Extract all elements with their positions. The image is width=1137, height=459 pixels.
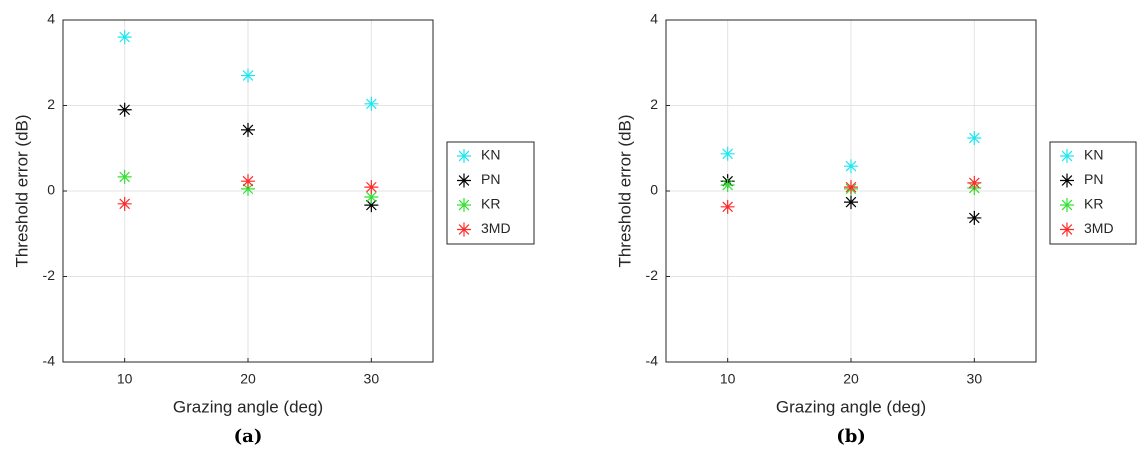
y-tick-label: 4 bbox=[650, 11, 658, 27]
marker bbox=[967, 130, 982, 145]
legend-label: PN bbox=[481, 171, 500, 187]
marker bbox=[117, 196, 132, 211]
legend: KN PN KR 3MD bbox=[446, 141, 535, 245]
legend-marker bbox=[1060, 198, 1074, 212]
x-tick-label: 20 bbox=[240, 371, 256, 387]
marker bbox=[241, 181, 255, 196]
marker bbox=[117, 169, 132, 184]
marker bbox=[117, 102, 132, 117]
x-tick-label: 10 bbox=[720, 371, 736, 387]
marker bbox=[720, 199, 735, 214]
legend-marker bbox=[1060, 222, 1074, 237]
legend: KN PN KR 3MD bbox=[1049, 141, 1137, 245]
marker bbox=[241, 68, 255, 83]
marker bbox=[967, 210, 982, 225]
marker bbox=[241, 122, 255, 137]
legend-marker bbox=[1060, 149, 1074, 163]
x-tick-label: 10 bbox=[117, 371, 133, 387]
axes-box bbox=[665, 19, 1037, 363]
marker bbox=[364, 198, 379, 213]
legend-marker bbox=[1060, 173, 1074, 188]
y-tick-label: -2 bbox=[43, 267, 56, 283]
marker bbox=[844, 195, 858, 210]
legend-marker bbox=[457, 222, 471, 237]
y-axis-label: Threshold error (dB) bbox=[615, 114, 634, 267]
y-tick-label: 2 bbox=[47, 96, 55, 112]
marker bbox=[117, 30, 132, 45]
legend-marker bbox=[457, 173, 471, 188]
caption: (b) bbox=[836, 426, 866, 447]
marker bbox=[967, 175, 982, 190]
y-tick-label: -4 bbox=[646, 353, 659, 369]
y-tick-label: -4 bbox=[43, 353, 56, 369]
x-axis-label: Grazing angle (deg) bbox=[776, 397, 926, 416]
legend-label: KN bbox=[1084, 147, 1103, 163]
marker bbox=[720, 146, 735, 161]
axes-box bbox=[62, 19, 434, 363]
x-axis-label: Grazing angle (deg) bbox=[173, 397, 323, 416]
legend-label: 3MD bbox=[1084, 220, 1114, 236]
marker bbox=[241, 174, 255, 189]
x-tick-label: 30 bbox=[967, 371, 983, 387]
legend-marker bbox=[457, 198, 471, 212]
x-tick-label: 30 bbox=[364, 371, 380, 387]
legend-label: KN bbox=[481, 147, 500, 163]
y-tick-label: 4 bbox=[47, 11, 55, 27]
legend-label: 3MD bbox=[481, 220, 511, 236]
marker bbox=[364, 96, 379, 111]
marker bbox=[844, 180, 858, 195]
y-axis-label: Threshold error (dB) bbox=[12, 114, 31, 267]
y-tick-label: 2 bbox=[650, 96, 658, 112]
caption: (a) bbox=[234, 426, 263, 447]
legend-label: PN bbox=[1084, 171, 1103, 187]
marker bbox=[364, 180, 379, 195]
legend-label: KR bbox=[481, 196, 500, 212]
legend-label: KR bbox=[1084, 196, 1103, 212]
marker bbox=[364, 189, 379, 204]
marker bbox=[844, 159, 858, 174]
y-tick-label: 0 bbox=[47, 182, 55, 198]
x-tick-label: 20 bbox=[843, 371, 859, 387]
y-tick-label: 0 bbox=[650, 182, 658, 198]
marker bbox=[720, 178, 735, 193]
y-tick-label: -2 bbox=[646, 267, 659, 283]
legend-marker bbox=[457, 149, 471, 163]
